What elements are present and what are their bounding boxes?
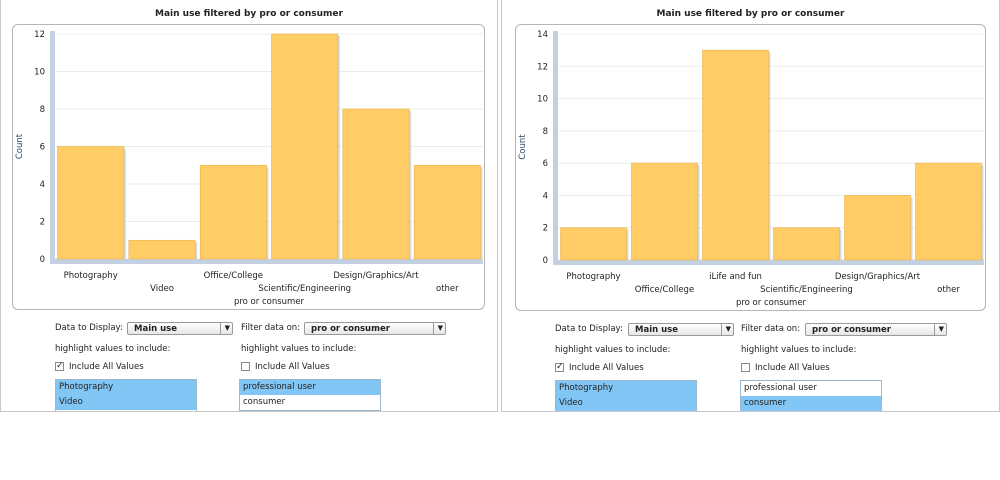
x-tick-label: other bbox=[937, 285, 960, 295]
dropdown-arrow-icon: ▼ bbox=[224, 324, 230, 332]
list-item[interactable]: Photography bbox=[556, 381, 696, 396]
y-tick-label: 12 bbox=[537, 62, 548, 72]
list-item[interactable]: consumer bbox=[741, 396, 881, 411]
y-tick-label: 4 bbox=[543, 191, 548, 201]
chart-title: Main use filtered by pro or consumer bbox=[656, 9, 845, 19]
include-all-checkbox[interactable] bbox=[741, 363, 750, 372]
dropdown-arrow-icon: ▼ bbox=[725, 325, 731, 333]
include-all-checkbox[interactable]: ✓ bbox=[55, 361, 64, 371]
x-tick-label: Design/Graphics/Art bbox=[835, 272, 921, 282]
y-tick-label: 0 bbox=[40, 255, 45, 265]
y-axis bbox=[553, 31, 558, 260]
y-tick-label: 6 bbox=[40, 143, 45, 153]
y-tick-label: 2 bbox=[40, 218, 45, 228]
include-all-label: Include All Values bbox=[69, 362, 144, 372]
x-axis-title: pro or consumer bbox=[736, 298, 807, 308]
dropdown-value: pro or consumer bbox=[311, 324, 390, 334]
y-tick-label: 8 bbox=[40, 105, 45, 115]
include-all-label: Include All Values bbox=[755, 363, 830, 373]
x-tick-label: Design/Graphics/Art bbox=[333, 271, 419, 281]
x-tick-label: Photography bbox=[566, 272, 620, 282]
y-axis-title: Count bbox=[15, 133, 25, 159]
chart-area: 0 2 4 6 8 10 12 14 Count Photography Office/Colleg… bbox=[515, 24, 986, 311]
bar bbox=[560, 227, 627, 261]
y-tick-label: 8 bbox=[543, 127, 548, 137]
chart-area: 0 2 4 6 8 10 12 Count Photography Video Office/Col… bbox=[12, 24, 485, 310]
y-axis bbox=[50, 31, 55, 259]
list-item[interactable]: Video bbox=[556, 396, 696, 411]
list-item[interactable]: professional user bbox=[240, 380, 380, 395]
filter-data-dropdown[interactable]: pro or consumer ▼ bbox=[805, 323, 947, 336]
include-all-label: Include All Values bbox=[255, 362, 330, 372]
x-axis-title: pro or consumer bbox=[234, 297, 305, 307]
filter-data-dropdown[interactable]: pro or consumer ▼ bbox=[304, 322, 446, 335]
y-tick-label: 6 bbox=[543, 159, 548, 169]
bar bbox=[631, 162, 698, 261]
y-tick-label: 14 bbox=[537, 30, 548, 40]
highlight-label: highlight values to include: bbox=[741, 345, 857, 355]
dropdown-arrow-icon: ▼ bbox=[437, 324, 443, 332]
dropdown-value: pro or consumer bbox=[812, 325, 891, 335]
y-axis-title: Count bbox=[518, 134, 528, 160]
main-use-listbox[interactable]: Photography Video bbox=[555, 380, 697, 411]
include-all-checkbox[interactable] bbox=[241, 362, 250, 371]
bar bbox=[271, 33, 339, 260]
list-item[interactable]: professional user bbox=[744, 383, 817, 393]
bar bbox=[342, 108, 410, 260]
x-tick-label: Office/College bbox=[204, 271, 263, 281]
dropdown-value: Main use bbox=[635, 325, 678, 335]
data-to-display-dropdown[interactable]: Main use ▼ bbox=[628, 323, 734, 336]
y-tick-label: 4 bbox=[40, 180, 45, 190]
chart-title: Main use filtered by pro or consumer bbox=[155, 9, 343, 19]
bar bbox=[128, 239, 196, 260]
bar bbox=[773, 227, 840, 261]
highlight-label: highlight values to include: bbox=[55, 344, 171, 354]
list-item[interactable]: consumer bbox=[243, 397, 286, 407]
x-tick-label: Photography bbox=[64, 271, 118, 281]
data-to-display-label: Data to Display: bbox=[555, 324, 623, 334]
filter-data-label: Filter data on: bbox=[241, 323, 301, 333]
bar bbox=[844, 195, 911, 261]
highlight-label: highlight values to include: bbox=[555, 345, 671, 355]
x-axis bbox=[553, 260, 984, 265]
y-tick-label: 10 bbox=[537, 95, 548, 105]
x-axis bbox=[50, 259, 483, 264]
pro-consumer-listbox[interactable]: professional user consumer bbox=[239, 379, 381, 411]
bar-chart-svg: 0 2 4 6 8 10 12 Count Photography Video Office/Col… bbox=[15, 30, 483, 307]
bar bbox=[413, 164, 481, 260]
pro-consumer-listbox[interactable]: professional user consumer bbox=[740, 380, 882, 411]
x-tick-label: Scientific/Engineering bbox=[258, 284, 351, 294]
chart-panel-left: Main use filtered by pro or consumer 0 2 4… bbox=[0, 0, 498, 412]
filter-data-label: Filter data on: bbox=[741, 324, 801, 334]
list-item[interactable]: Photography bbox=[56, 380, 196, 395]
x-tick-label: iLife and fun bbox=[709, 272, 762, 282]
x-tick-label: other bbox=[436, 284, 459, 294]
x-tick-label: Video bbox=[150, 284, 174, 294]
dropdown-arrow-icon: ▼ bbox=[938, 325, 944, 333]
bar bbox=[702, 49, 769, 261]
chart-panel-right: Main use filtered by pro or consumer 0 2 4… bbox=[501, 0, 1000, 412]
y-tick-label: 0 bbox=[543, 256, 548, 266]
highlight-label: highlight values to include: bbox=[241, 344, 357, 354]
include-all-checkbox[interactable]: ✓ bbox=[555, 362, 564, 372]
y-tick-label: 2 bbox=[543, 224, 548, 234]
y-tick-label: 10 bbox=[34, 68, 45, 78]
bar bbox=[915, 162, 982, 261]
bar-chart-svg: 0 2 4 6 8 10 12 14 Count Photography Office/Colleg… bbox=[518, 30, 984, 308]
bar bbox=[199, 164, 267, 260]
main-use-listbox[interactable]: Photography Video bbox=[55, 379, 197, 411]
bar bbox=[57, 146, 125, 260]
list-item[interactable]: Video bbox=[56, 395, 196, 410]
dropdown-value: Main use bbox=[134, 324, 177, 334]
y-tick-label: 12 bbox=[34, 30, 45, 40]
x-tick-label: Scientific/Engineering bbox=[760, 285, 853, 295]
include-all-label: Include All Values bbox=[569, 363, 644, 373]
x-tick-label: Office/College bbox=[635, 285, 694, 295]
data-to-display-label: Data to Display: bbox=[55, 323, 123, 333]
data-to-display-dropdown[interactable]: Main use ▼ bbox=[127, 322, 233, 335]
